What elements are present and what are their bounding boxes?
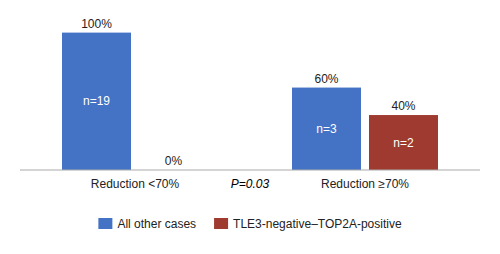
x-tick-label: Reduction ≥70% <box>321 177 409 191</box>
legend-item: TLE3-negative–TOP2A-positive <box>214 217 402 231</box>
legend-swatch <box>98 218 112 229</box>
legend-swatch <box>214 218 228 229</box>
legend: All other cases TLE3-negative–TOP2A-posit… <box>98 217 402 231</box>
data-label: 60% <box>314 72 338 86</box>
legend-label: TLE3-negative–TOP2A-positive <box>233 217 402 231</box>
legend-item: All other cases <box>98 217 196 231</box>
chart-container: 100% n=19 60% n=3 0% 40% n=2 Reduction <70% Redu… <box>0 0 500 254</box>
bar <box>292 88 361 170</box>
x-tick-label: Reduction <70% <box>91 177 180 191</box>
bar <box>62 33 131 170</box>
labels: 100% n=19 60% n=3 0% 40% n=2 <box>81 17 416 168</box>
n-label: n=19 <box>83 94 110 108</box>
chart: 100% n=19 60% n=3 0% 40% n=2 Reduction <70% Redu… <box>0 0 500 254</box>
annotation: P=0.03 <box>231 177 270 191</box>
data-label: 0% <box>165 154 183 168</box>
data-label: 40% <box>391 99 415 113</box>
n-label: n=3 <box>316 122 337 136</box>
n-label: n=2 <box>393 136 414 150</box>
data-label: 100% <box>81 17 112 31</box>
legend-label: All other cases <box>117 217 196 231</box>
bars <box>62 33 438 170</box>
bar <box>369 115 438 170</box>
x-axis <box>20 170 480 171</box>
